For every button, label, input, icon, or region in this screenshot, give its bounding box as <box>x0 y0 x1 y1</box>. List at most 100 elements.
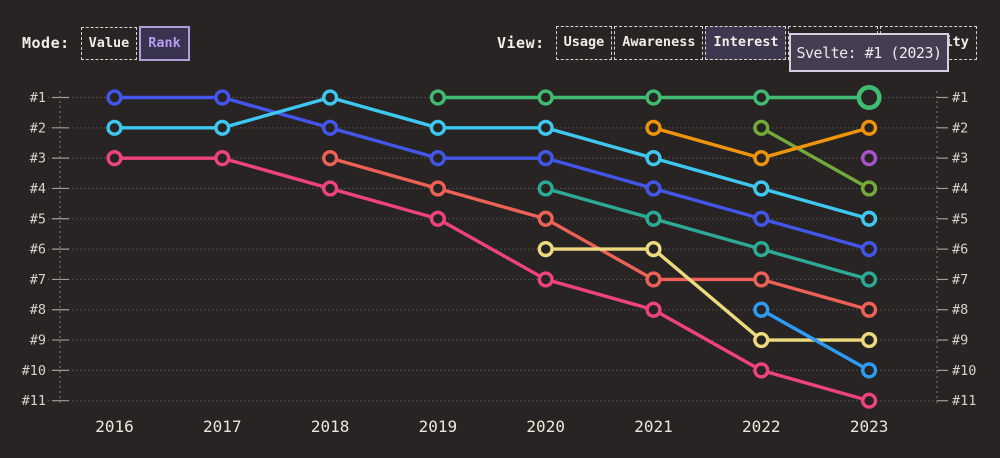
data-point[interactable] <box>106 150 123 167</box>
view-option-interest[interactable]: Interest <box>705 26 787 60</box>
data-point[interactable] <box>537 119 554 136</box>
rank-label-right: #9 <box>952 333 968 349</box>
data-point[interactable] <box>860 180 878 197</box>
data-point[interactable] <box>753 150 770 167</box>
mode-option-rank[interactable]: Rank <box>139 26 190 61</box>
data-point[interactable] <box>753 89 770 106</box>
data-point[interactable] <box>645 119 662 136</box>
data-point[interactable] <box>860 241 878 258</box>
data-point[interactable] <box>860 271 878 288</box>
data-point[interactable] <box>537 241 554 258</box>
data-point[interactable] <box>106 119 123 136</box>
data-point[interactable] <box>214 119 231 136</box>
data-point[interactable] <box>322 119 339 136</box>
rank-label-left: #9 <box>30 333 46 349</box>
view-toggle: View: Usage Awareness Interest Retention… <box>497 26 979 60</box>
data-point[interactable] <box>645 271 662 288</box>
hover-tooltip: Svelte: #1 (2023) <box>789 33 949 72</box>
view-label: View: <box>497 33 545 52</box>
rank-label-right: #7 <box>952 272 968 288</box>
rank-label-right: #3 <box>952 151 968 167</box>
data-point[interactable] <box>214 89 231 106</box>
data-point[interactable] <box>537 180 554 197</box>
data-point[interactable] <box>537 271 554 288</box>
data-point[interactable] <box>860 119 878 136</box>
series-line[interactable] <box>114 156 870 403</box>
data-point[interactable] <box>322 180 339 197</box>
series-azure-blue <box>753 301 878 379</box>
series-purple <box>860 150 878 167</box>
data-point[interactable] <box>645 89 662 106</box>
series-line[interactable] <box>114 95 870 221</box>
data-point[interactable] <box>753 301 770 318</box>
data-point[interactable] <box>753 271 770 288</box>
data-point[interactable] <box>860 210 878 227</box>
rank-label-left: #10 <box>22 363 46 379</box>
series-line[interactable] <box>545 186 870 282</box>
data-point[interactable] <box>860 392 878 409</box>
rank-label-right: #8 <box>952 302 968 318</box>
data-point[interactable] <box>429 89 447 106</box>
mode-option-value[interactable]: Value <box>80 26 138 60</box>
data-point-highlighted[interactable] <box>856 85 882 111</box>
data-point[interactable] <box>860 150 878 167</box>
year-label: 2021 <box>634 417 673 436</box>
data-point[interactable] <box>753 331 770 349</box>
rank-label-right: #4 <box>952 181 968 197</box>
year-label: 2017 <box>203 417 242 436</box>
data-point[interactable] <box>537 89 554 106</box>
data-point[interactable] <box>429 150 447 167</box>
rank-label-left: #8 <box>30 302 46 318</box>
data-point[interactable] <box>860 301 878 318</box>
series-yellow <box>537 241 878 349</box>
data-point[interactable] <box>106 89 123 106</box>
data-point[interactable] <box>429 119 447 136</box>
mode-toggle: Mode: Value Rank <box>22 26 192 61</box>
rank-label-left: #2 <box>30 120 46 136</box>
data-point[interactable] <box>214 150 231 167</box>
year-label: 2018 <box>311 417 350 436</box>
year-label: 2016 <box>95 417 134 436</box>
rank-label-left: #1 <box>30 90 46 106</box>
data-point[interactable] <box>753 119 770 136</box>
rank-label-left: #11 <box>22 393 46 409</box>
series-line[interactable] <box>760 308 870 372</box>
rank-label-right: #10 <box>952 363 976 379</box>
data-point[interactable] <box>645 241 662 258</box>
data-point[interactable] <box>322 89 339 106</box>
data-point[interactable] <box>753 180 770 197</box>
rank-label-left: #5 <box>30 211 46 227</box>
year-label: 2019 <box>419 417 458 436</box>
rank-label-right: #6 <box>952 242 968 258</box>
view-option-usage[interactable]: Usage <box>555 26 613 60</box>
mode-label: Mode: <box>22 34 70 53</box>
year-label: 2020 <box>526 417 565 436</box>
series-cyan <box>106 89 878 227</box>
series-line[interactable] <box>114 95 870 251</box>
data-point[interactable] <box>860 362 878 379</box>
rank-label-left: #4 <box>30 181 46 197</box>
data-point[interactable] <box>322 150 339 167</box>
data-point[interactable] <box>537 210 554 227</box>
data-point[interactable] <box>429 180 447 197</box>
data-point[interactable] <box>645 210 662 227</box>
view-option-awareness[interactable]: Awareness <box>614 26 704 60</box>
series-magenta-pink <box>106 150 878 409</box>
rank-label-left: #6 <box>30 242 46 258</box>
data-point[interactable] <box>753 362 770 379</box>
data-point[interactable] <box>753 210 770 227</box>
data-point[interactable] <box>645 180 662 197</box>
data-point[interactable] <box>645 301 662 318</box>
series-line[interactable] <box>329 156 870 312</box>
data-point[interactable] <box>645 150 662 167</box>
series-line[interactable] <box>760 126 870 190</box>
data-point[interactable] <box>537 150 554 167</box>
data-point[interactable] <box>860 331 878 349</box>
rank-label-left: #3 <box>30 151 46 167</box>
data-point[interactable] <box>429 210 447 227</box>
data-point[interactable] <box>753 241 770 258</box>
year-label: 2022 <box>742 417 781 436</box>
series-orange <box>645 119 878 167</box>
